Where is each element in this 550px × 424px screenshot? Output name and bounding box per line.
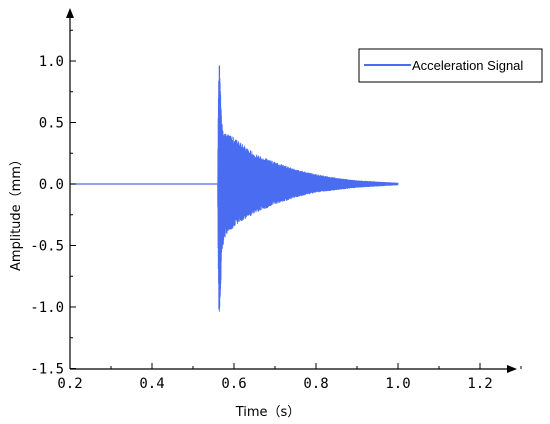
x-tick-label: 0.6	[221, 376, 246, 392]
legend-label: Acceleration Signal	[412, 58, 523, 73]
y-tick-label: 0.0	[39, 177, 64, 193]
y-axis-arrow	[66, 8, 74, 18]
y-tick-label: -0.5	[30, 239, 64, 255]
y-tick-label: 0.5	[39, 116, 64, 132]
y-tick-label: -1.5	[30, 362, 64, 378]
series-acceleration-signal	[70, 65, 399, 312]
x-tick-label: 1.2	[467, 376, 492, 392]
y-tick-label: 1.0	[39, 54, 64, 70]
axes	[66, 8, 517, 373]
x-tick-label: 1.0	[385, 376, 410, 392]
ticks: 0.2 0.4 0.6 0.8 1.0 1.2 -1.5 -1.0 -0.5 0.0 0.5 1.0	[30, 29, 522, 392]
x-axis-arrow	[507, 365, 517, 373]
x-tick-label: 0.4	[139, 376, 164, 392]
x-tick-label: 0.8	[303, 376, 328, 392]
legend: Acceleration Signal	[358, 48, 543, 83]
y-axis-title: Amplitude（mm）	[9, 153, 24, 271]
x-axis-title: Time（s）	[235, 405, 301, 420]
x-tick-label: 0.2	[57, 376, 82, 392]
y-tick-label: -1.0	[30, 300, 64, 316]
signal-envelope	[217, 99, 398, 284]
